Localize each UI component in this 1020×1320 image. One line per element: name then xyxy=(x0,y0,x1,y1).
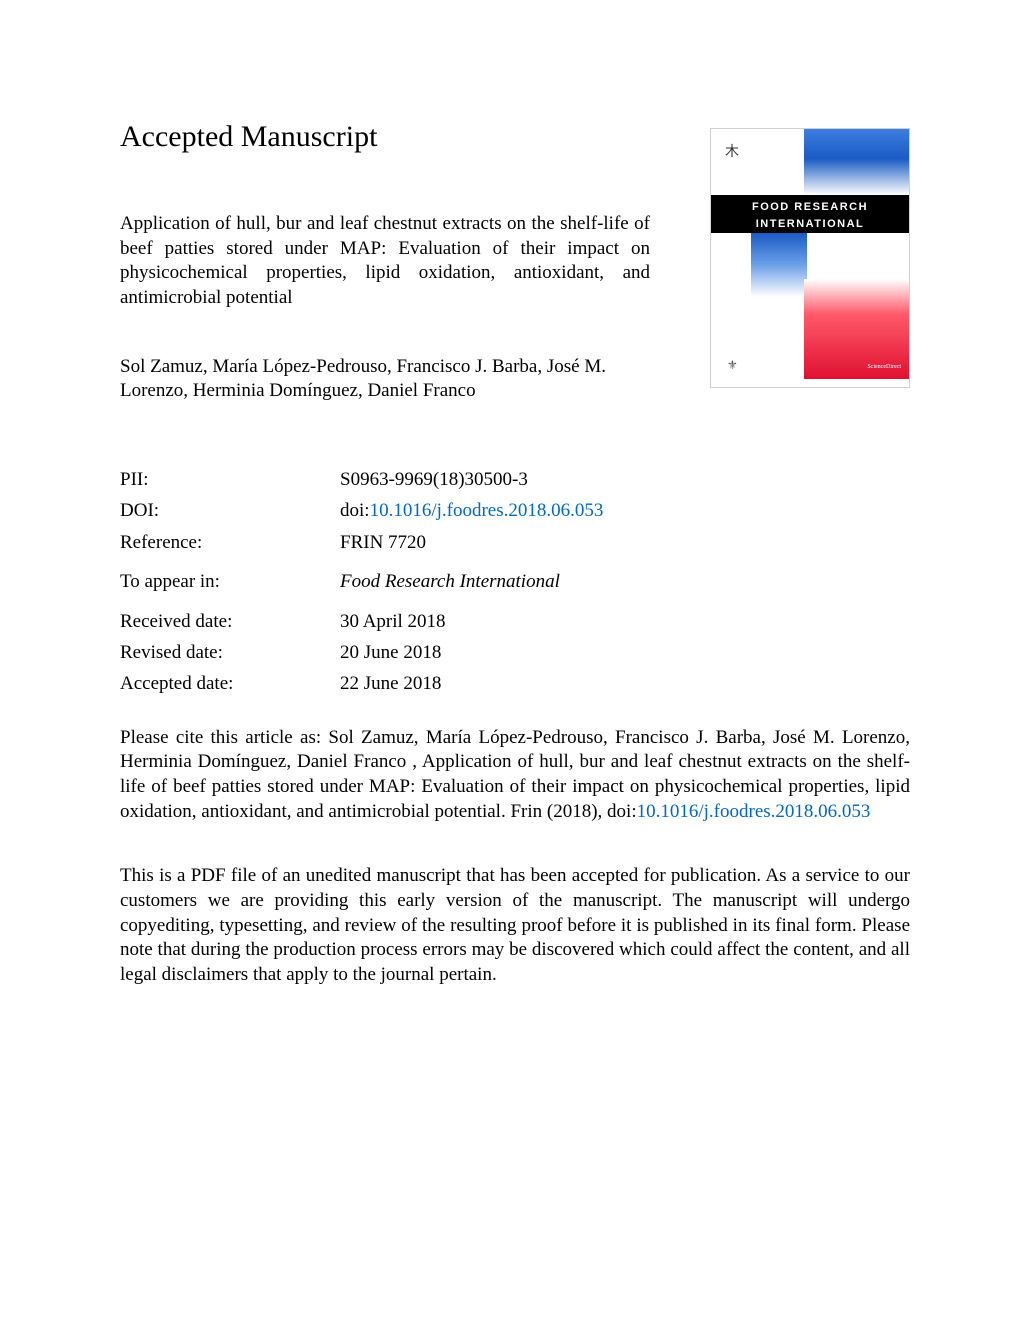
meta-label: PII: xyxy=(120,464,340,495)
meta-row-doi: DOI: doi:10.1016/j.foodres.2018.06.053 xyxy=(120,495,910,526)
meta-label: To appear in: xyxy=(120,566,340,597)
header-row: Accepted Manuscript Application of hull,… xyxy=(120,120,910,438)
cover-title-line2: INTERNATIONAL xyxy=(756,218,865,230)
journal-cover-thumbnail: ⽊ FOOD RESEARCH INTERNATIONAL ScienceDir… xyxy=(710,128,910,388)
meta-row-appear: To appear in: Food Research Internationa… xyxy=(120,566,910,597)
meta-row-reference: Reference: FRIN 7720 xyxy=(120,527,910,558)
meta-label: Received date: xyxy=(120,606,340,637)
metadata-table: PII: S0963-9969(18)30500-3 DOI: doi:10.1… xyxy=(120,464,910,699)
cover-red-gradient: ScienceDirect xyxy=(804,279,909,379)
section-title: Accepted Manuscript xyxy=(120,120,650,154)
cover-blue-gradient-mid xyxy=(751,233,807,297)
meta-value-revised: 20 June 2018 xyxy=(340,637,441,668)
meta-label: Reference: xyxy=(120,527,340,558)
meta-row-accepted: Accepted date: 22 June 2018 xyxy=(120,668,910,699)
meta-value-reference: FRIN 7720 xyxy=(340,527,426,558)
disclaimer-paragraph: This is a PDF file of an unedited manusc… xyxy=(120,864,910,987)
publisher-logo-icon: ⚜ xyxy=(727,358,738,373)
doi-prefix: doi: xyxy=(340,500,370,521)
publisher-tree-icon: ⽊ xyxy=(725,141,745,161)
cover-sciencedirect-text: ScienceDirect xyxy=(867,364,901,371)
meta-value-appear: Food Research International xyxy=(340,566,560,597)
meta-value-accepted: 22 June 2018 xyxy=(340,668,441,699)
citation-paragraph: Please cite this article as: Sol Zamuz, … xyxy=(120,726,910,825)
meta-row-received: Received date: 30 April 2018 xyxy=(120,606,910,637)
meta-label: Accepted date: xyxy=(120,668,340,699)
article-title: Application of hull, bur and leaf chestn… xyxy=(120,212,650,311)
meta-row-revised: Revised date: 20 June 2018 xyxy=(120,637,910,668)
cover-blue-gradient-top xyxy=(804,129,909,195)
citation-doi-link[interactable]: 10.1016/j.foodres.2018.06.053 xyxy=(637,801,871,822)
meta-label: Revised date: xyxy=(120,637,340,668)
journal-name-italic: Food Research International xyxy=(340,571,560,592)
left-column: Accepted Manuscript Application of hull,… xyxy=(120,120,650,438)
cover-title-band: FOOD RESEARCH INTERNATIONAL xyxy=(711,195,909,233)
cover-title-line1: FOOD RESEARCH xyxy=(752,201,868,213)
author-list: Sol Zamuz, María López-Pedrouso, Francis… xyxy=(120,355,650,404)
meta-value-pii: S0963-9969(18)30500-3 xyxy=(340,464,528,495)
doi-link[interactable]: 10.1016/j.foodres.2018.06.053 xyxy=(370,500,604,521)
meta-row-pii: PII: S0963-9969(18)30500-3 xyxy=(120,464,910,495)
meta-label: DOI: xyxy=(120,495,340,526)
meta-value-doi: doi:10.1016/j.foodres.2018.06.053 xyxy=(340,495,603,526)
meta-value-received: 30 April 2018 xyxy=(340,606,446,637)
